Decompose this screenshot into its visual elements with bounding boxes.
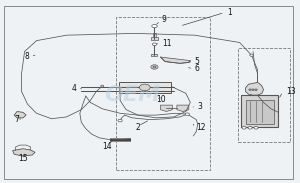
- Circle shape: [152, 43, 157, 46]
- Circle shape: [255, 89, 257, 90]
- Circle shape: [152, 25, 157, 28]
- Text: 13: 13: [286, 87, 296, 96]
- Text: 10: 10: [156, 95, 166, 104]
- Text: 14: 14: [102, 142, 112, 151]
- Bar: [153, 33, 156, 37]
- Circle shape: [250, 54, 253, 56]
- Polygon shape: [246, 82, 263, 95]
- Bar: [241, 95, 278, 127]
- Text: 15: 15: [18, 154, 28, 163]
- Text: 1: 1: [228, 8, 232, 17]
- Text: 11: 11: [162, 39, 171, 48]
- Bar: [110, 139, 130, 141]
- Text: 8: 8: [24, 52, 29, 61]
- Bar: [118, 81, 171, 93]
- Circle shape: [252, 89, 254, 90]
- Circle shape: [249, 89, 251, 90]
- Polygon shape: [14, 111, 26, 118]
- Circle shape: [151, 65, 158, 69]
- Circle shape: [153, 66, 156, 68]
- Bar: [110, 138, 130, 142]
- Bar: [152, 54, 158, 56]
- Bar: [246, 100, 274, 124]
- Circle shape: [185, 113, 189, 115]
- Text: 9: 9: [162, 15, 167, 24]
- Polygon shape: [13, 149, 35, 156]
- Bar: [151, 37, 158, 40]
- Polygon shape: [160, 57, 190, 63]
- Text: 12: 12: [196, 123, 206, 132]
- Text: 7: 7: [15, 115, 20, 124]
- Circle shape: [101, 85, 104, 87]
- Circle shape: [248, 127, 252, 129]
- Text: 3: 3: [198, 102, 203, 111]
- Circle shape: [242, 127, 246, 129]
- Text: 5: 5: [195, 57, 200, 66]
- Text: OEM: OEM: [104, 85, 160, 105]
- Bar: [116, 17, 210, 170]
- Circle shape: [254, 127, 258, 129]
- Circle shape: [140, 84, 150, 91]
- Polygon shape: [177, 105, 189, 111]
- Circle shape: [118, 119, 122, 122]
- Text: 2: 2: [136, 123, 140, 132]
- Text: 4: 4: [72, 84, 77, 93]
- Text: 6: 6: [195, 64, 200, 73]
- Bar: [238, 48, 290, 142]
- Polygon shape: [160, 105, 172, 111]
